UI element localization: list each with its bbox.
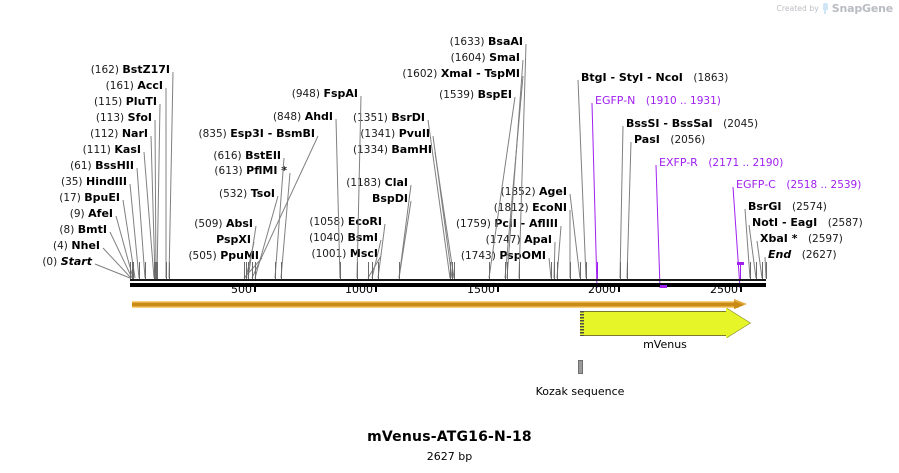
snapgene-watermark: Created by SnapGene (777, 2, 894, 15)
full-length-arrow (132, 299, 747, 310)
site-label-pflmi[interactable]: (613) PflMI * (214, 164, 287, 177)
site-label-bamhi[interactable]: (1334) BamHI (353, 143, 432, 156)
site-label-bstz17i[interactable]: (162) BstZ17I (90, 63, 170, 76)
snapgene-logo-icon (822, 3, 829, 14)
site-label-bspei[interactable]: (1539) BspEI (439, 88, 512, 101)
ruler-tick-label-1000: 1000 (345, 283, 373, 296)
site-label-noti-eagi[interactable]: NotI - EagI (2587) (752, 216, 863, 229)
plasmid-title: mVenus-ATG16-N-18 (367, 429, 532, 445)
site-label-bsrgi[interactable]: BsrGI (2574) (748, 200, 827, 213)
primer-label-egfp-n[interactable]: EGFP-N (1910 .. 1931) (595, 94, 721, 107)
site-label-bsssi-bsssai[interactable]: BssSI - BssSaI (2045) (626, 117, 759, 130)
site-label-acci[interactable]: (161) AccI (105, 79, 163, 92)
ruler-tick-1500 (497, 283, 499, 292)
site-label-btgi-styi-ncoi[interactable]: BtgI - StyI - NcoI (1863) (581, 71, 729, 84)
ruler-tick-500 (254, 283, 256, 292)
ruler-tick-2000 (618, 283, 620, 292)
watermark-created-by-text: Created by (776, 4, 819, 13)
ruler-tick-1000 (375, 283, 377, 292)
site-label-xbai[interactable]: XbaI * (2597) (760, 232, 843, 245)
site-label-esp3i-bsmbi[interactable]: (835) Esp3I - BsmBI (198, 127, 315, 140)
primer-tick-egfp-c-line (740, 262, 741, 279)
site-label-ahdi[interactable]: (848) AhdI (272, 110, 333, 123)
ruler-tick-label-2500: 2500 (710, 283, 738, 296)
plasmid-length: 2627 bp (426, 450, 473, 463)
ruler-tick-2500 (740, 283, 742, 292)
site-label-clai[interactable]: (1183) ClaI (346, 176, 408, 189)
feature-arrow-mvenus[interactable] (580, 308, 750, 338)
site-label-nhei[interactable]: (4) NheI (53, 239, 100, 252)
site-label-bsmi[interactable]: (1040) BsmI (309, 231, 378, 244)
site-label-ecori[interactable]: (1058) EcoRI (309, 215, 382, 228)
site-label-absi[interactable]: (509) AbsI (194, 217, 253, 230)
primer-label-exfp-r[interactable]: EXFP-R (2171 .. 2190) (659, 156, 784, 169)
primer-tick-exfp-r (660, 285, 667, 288)
site-label-kasi[interactable]: (111) KasI (82, 143, 141, 156)
site-label-end[interactable]: End (2627) (768, 248, 837, 261)
site-label-bpuei[interactable]: (17) BpuEI (59, 191, 120, 204)
feature-label-mvenus: mVenus (643, 338, 687, 351)
site-label-bspdi[interactable]: BspDI (371, 192, 408, 205)
site-label-bsrdi[interactable]: (1351) BsrDI (352, 111, 425, 124)
site-label-bmti[interactable]: (8) BmtI (59, 223, 107, 236)
feature-label-kozak: Kozak sequence (535, 385, 625, 398)
primer-tick-egfp-n (597, 262, 598, 279)
site-label-fspai[interactable]: (948) FspAI (291, 87, 358, 100)
site-label-ppumi[interactable]: (505) PpuMI (188, 249, 259, 262)
watermark-brand-text: SnapGene (831, 2, 893, 15)
site-label-agei[interactable]: (1852) AgeI (500, 185, 567, 198)
site-label-msci[interactable]: (1001) MscI (311, 247, 378, 260)
site-label-pspxi[interactable]: PspXI (216, 233, 251, 246)
site-label-pasi[interactable]: PasI (2056) (634, 133, 706, 146)
site-label-xmai-tspmi[interactable]: (1602) XmaI - TspMI (402, 67, 520, 80)
site-label-pcii-afliii[interactable]: (1759) PciI - AflIII (455, 217, 558, 230)
site-label-pspomi[interactable]: (1743) PspOMI (460, 249, 546, 262)
site-label-start[interactable]: (0) Start (42, 255, 92, 268)
site-label-sfoi[interactable]: (113) SfoI (95, 111, 152, 124)
site-label-pluti[interactable]: (115) PluTI (94, 95, 157, 108)
site-label-pvuii[interactable]: (1341) PvuII (360, 127, 430, 140)
site-label-apai[interactable]: (1747) ApaI (485, 233, 552, 246)
site-label-econi[interactable]: (1812) EcoNI (493, 201, 567, 214)
site-label-bsshii[interactable]: (61) BssHII (70, 159, 134, 172)
ruler-tick-label-2000: 2000 (588, 283, 616, 296)
feature-box-kozak[interactable] (578, 360, 583, 374)
site-label-nari[interactable]: (112) NarI (90, 127, 148, 140)
site-label-afei[interactable]: (9) AfeI (69, 207, 113, 220)
primer-label-egfp-c[interactable]: EGFP-C (2518 .. 2539) (736, 178, 862, 191)
ruler-tick-label-500: 500 (231, 283, 252, 296)
ruler-tick-label-1500: 1500 (467, 283, 495, 296)
site-label-bsaai[interactable]: (1633) BsaAI (449, 35, 523, 48)
site-label-smai[interactable]: (1604) SmaI (450, 51, 520, 64)
site-label-hindiii[interactable]: (35) HindIII (60, 175, 127, 188)
